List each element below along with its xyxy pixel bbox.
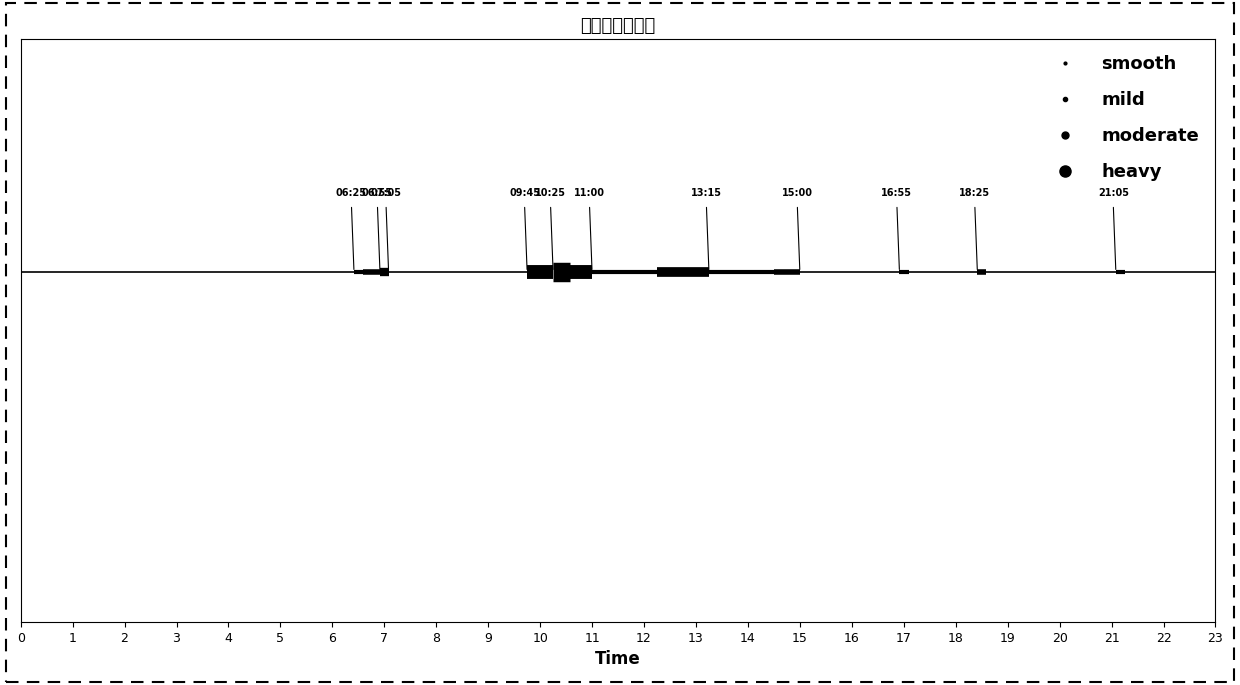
Title: 上塘文辉北向南: 上塘文辉北向南 xyxy=(580,16,656,35)
Text: 11:00: 11:00 xyxy=(574,188,605,197)
Legend: smooth, mild, moderate, heavy: smooth, mild, moderate, heavy xyxy=(1040,48,1207,188)
Text: 21:05: 21:05 xyxy=(1097,188,1128,197)
Text: 18:25: 18:25 xyxy=(960,188,991,197)
Text: 15:00: 15:00 xyxy=(781,188,812,197)
Text: 07:05: 07:05 xyxy=(371,188,402,197)
Text: 06:55: 06:55 xyxy=(362,188,393,197)
Text: 10:25: 10:25 xyxy=(534,188,565,197)
X-axis label: Time: Time xyxy=(595,650,641,669)
Text: 16:55: 16:55 xyxy=(882,188,913,197)
Text: 06:25: 06:25 xyxy=(336,188,367,197)
Text: 13:15: 13:15 xyxy=(691,188,722,197)
Text: 09:45: 09:45 xyxy=(510,188,541,197)
